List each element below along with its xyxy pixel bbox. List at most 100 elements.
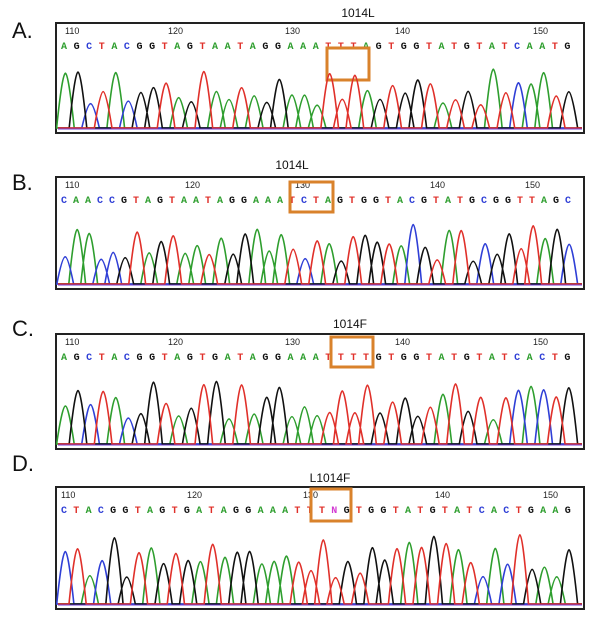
base-call: A bbox=[277, 196, 283, 207]
base-call: G bbox=[110, 506, 116, 517]
base-call: T bbox=[208, 506, 214, 517]
chromatogram-frame bbox=[55, 22, 585, 134]
base-call: A bbox=[85, 196, 91, 207]
base-call: G bbox=[376, 353, 382, 364]
tick-label: 120 bbox=[185, 180, 200, 190]
base-call: G bbox=[262, 353, 268, 364]
base-call: G bbox=[233, 506, 239, 517]
base-call: G bbox=[528, 506, 534, 517]
base-call: G bbox=[413, 353, 419, 364]
base-call: G bbox=[157, 196, 163, 207]
base-call: T bbox=[99, 42, 105, 53]
panel-a-letter: A. bbox=[12, 18, 33, 43]
base-call: T bbox=[162, 42, 168, 53]
base-call: N bbox=[331, 506, 337, 517]
base-call: T bbox=[294, 506, 300, 517]
base-call: G bbox=[241, 196, 247, 207]
base-call: T bbox=[350, 353, 356, 364]
panel-b-title: 1014L bbox=[275, 158, 309, 172]
base-call: A bbox=[253, 196, 259, 207]
codon-highlight-box bbox=[325, 46, 371, 82]
base-call: G bbox=[121, 196, 127, 207]
base-call: T bbox=[393, 506, 399, 517]
base-call: A bbox=[73, 196, 79, 207]
base-call: C bbox=[98, 506, 104, 517]
base-call: A bbox=[439, 353, 445, 364]
base-call: G bbox=[401, 353, 407, 364]
tick-label: 110 bbox=[65, 26, 79, 36]
tick-label: 140 bbox=[430, 180, 445, 190]
base-call: G bbox=[380, 506, 386, 517]
tick-label: 120 bbox=[168, 337, 183, 347]
trace-line-a bbox=[58, 228, 582, 285]
base-call: T bbox=[442, 506, 448, 517]
base-call: A bbox=[145, 196, 151, 207]
base-call: A bbox=[491, 506, 497, 517]
base-call: G bbox=[430, 506, 436, 517]
base-call: T bbox=[133, 196, 139, 207]
base-call: T bbox=[169, 196, 175, 207]
base-call: A bbox=[174, 42, 180, 53]
base-call: G bbox=[212, 353, 218, 364]
base-call: G bbox=[74, 353, 80, 364]
base-call: G bbox=[74, 42, 80, 53]
base-call: T bbox=[457, 196, 463, 207]
base-call: G bbox=[493, 196, 499, 207]
base-call: A bbox=[86, 506, 92, 517]
base-call: G bbox=[159, 506, 165, 517]
base-call: A bbox=[258, 506, 264, 517]
base-call: G bbox=[469, 196, 475, 207]
base-call: A bbox=[454, 506, 460, 517]
panel-d-title: L1014F bbox=[309, 471, 351, 485]
base-call: A bbox=[489, 42, 495, 53]
base-call: T bbox=[426, 42, 432, 53]
panel-a-title: 1014L bbox=[341, 6, 375, 20]
panel-c-letter: C. bbox=[12, 316, 34, 341]
base-call: G bbox=[373, 196, 379, 207]
chromatogram-frame bbox=[55, 333, 585, 450]
base-call: C bbox=[565, 196, 571, 207]
base-call: G bbox=[421, 196, 427, 207]
base-call: T bbox=[205, 196, 211, 207]
trace-line-g bbox=[58, 228, 582, 285]
base-call: A bbox=[527, 42, 533, 53]
base-call: A bbox=[300, 42, 306, 53]
base-call: T bbox=[237, 42, 243, 53]
base-call: T bbox=[476, 42, 482, 53]
chromatogram-frame bbox=[55, 486, 585, 610]
base-call: C bbox=[86, 353, 92, 364]
base-call: C bbox=[539, 353, 545, 364]
tick-label: 140 bbox=[395, 337, 410, 347]
base-call: C bbox=[479, 506, 485, 517]
base-call: A bbox=[111, 353, 117, 364]
trace-line-c bbox=[58, 388, 582, 445]
base-call: G bbox=[122, 506, 128, 517]
base-call: A bbox=[552, 506, 558, 517]
panel-c-title: 1014F bbox=[332, 317, 368, 331]
base-call: A bbox=[325, 196, 331, 207]
base-call: A bbox=[61, 42, 67, 53]
base-call: T bbox=[451, 42, 457, 53]
tick-label: 130 bbox=[295, 180, 310, 190]
base-call: G bbox=[464, 353, 470, 364]
base-call: A bbox=[445, 196, 451, 207]
base-call: T bbox=[388, 353, 394, 364]
base-call: C bbox=[409, 196, 415, 207]
base-call: A bbox=[111, 42, 117, 53]
trace-line-c bbox=[58, 82, 582, 129]
base-call: A bbox=[527, 353, 533, 364]
base-call: C bbox=[109, 196, 115, 207]
base-call: A bbox=[225, 353, 231, 364]
base-call: A bbox=[439, 42, 445, 53]
base-call: A bbox=[221, 506, 227, 517]
base-call: G bbox=[184, 506, 190, 517]
trace-line-t bbox=[58, 383, 582, 445]
base-call: A bbox=[212, 42, 218, 53]
base-call: G bbox=[361, 196, 367, 207]
tick-label: 150 bbox=[543, 490, 558, 500]
base-call: A bbox=[282, 506, 288, 517]
base-call: T bbox=[199, 353, 205, 364]
base-call: T bbox=[501, 353, 507, 364]
base-call: C bbox=[514, 353, 520, 364]
